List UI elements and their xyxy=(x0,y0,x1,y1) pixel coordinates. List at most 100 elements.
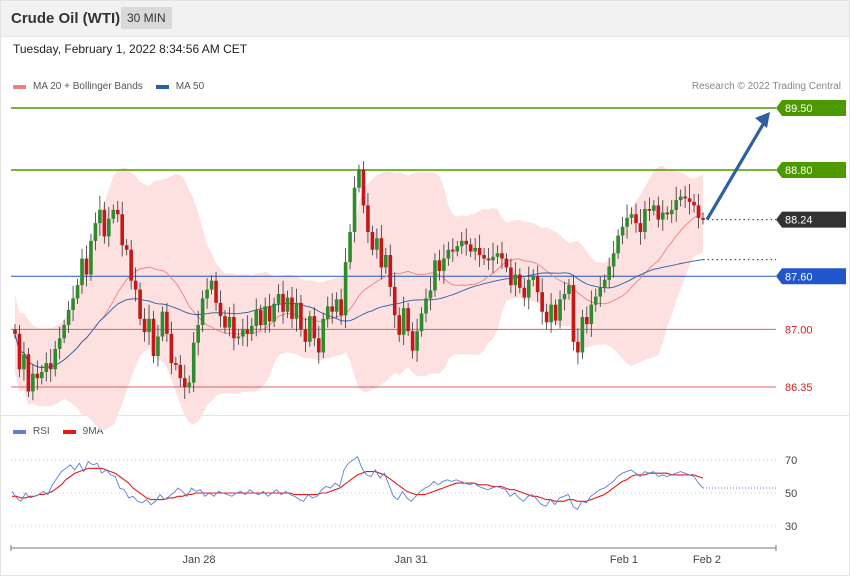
level-tag-current: 88.24 xyxy=(776,211,846,228)
candle xyxy=(330,293,334,324)
candle xyxy=(433,253,437,297)
candle xyxy=(424,288,428,323)
candle xyxy=(660,200,665,231)
candle xyxy=(75,278,80,305)
ma20-swatch xyxy=(13,84,26,89)
ma50-swatch xyxy=(155,84,169,89)
candle xyxy=(281,280,285,324)
chart-header: Crude Oil (WTI) 30 MIN xyxy=(0,0,850,37)
candle xyxy=(459,232,464,255)
candle xyxy=(553,299,558,326)
candle xyxy=(120,201,125,257)
candle xyxy=(535,265,540,302)
rsi-swatch xyxy=(13,429,26,434)
candle xyxy=(303,317,308,353)
candle xyxy=(696,193,701,229)
candle xyxy=(451,238,455,262)
candle xyxy=(504,253,509,273)
candle xyxy=(223,309,227,334)
candle xyxy=(205,278,209,309)
candle xyxy=(473,238,477,261)
interval-badge[interactable]: 30 MIN xyxy=(121,7,172,29)
candle xyxy=(352,176,357,243)
candle xyxy=(526,266,531,310)
candle xyxy=(678,189,683,207)
candle xyxy=(147,304,151,345)
candle xyxy=(392,272,397,329)
rsi-legend: RSI 9MA xyxy=(13,426,103,437)
timestamp: Tuesday, February 1, 2022 8:34:56 AM CET xyxy=(13,42,248,56)
candle xyxy=(258,304,263,330)
candle xyxy=(22,341,26,381)
candle xyxy=(44,352,49,382)
candle xyxy=(415,318,419,362)
level-label: 89.50 xyxy=(785,103,813,115)
candle xyxy=(629,207,634,225)
rsi-tick-label: 30 xyxy=(785,521,797,533)
candle xyxy=(549,293,553,333)
candle xyxy=(200,290,205,333)
rsi-line xyxy=(11,455,704,511)
rsi-tick-label: 70 xyxy=(785,455,797,467)
candle xyxy=(419,307,424,337)
candle xyxy=(647,197,652,222)
instrument-title: Crude Oil (WTI) xyxy=(11,10,121,27)
candle xyxy=(620,216,625,245)
candle xyxy=(518,268,522,294)
level-tag-resistance: 88.80 xyxy=(776,162,846,178)
candle xyxy=(643,201,647,240)
candle xyxy=(616,229,620,259)
candle xyxy=(406,302,410,336)
candle xyxy=(571,275,576,351)
forecast-arrowhead xyxy=(755,112,770,128)
candle xyxy=(625,204,629,239)
candle xyxy=(272,297,276,328)
candle xyxy=(491,242,495,274)
candle xyxy=(361,161,366,214)
candle xyxy=(375,228,379,259)
level-label: 88.80 xyxy=(785,165,813,177)
candle xyxy=(325,296,330,328)
candle xyxy=(241,318,245,347)
candle xyxy=(585,306,589,334)
candle xyxy=(522,278,527,307)
candle xyxy=(500,241,504,269)
candle xyxy=(348,224,352,270)
candle xyxy=(477,234,482,267)
candle xyxy=(321,312,326,359)
candle xyxy=(169,321,174,375)
candle xyxy=(31,363,35,401)
candle xyxy=(35,360,40,391)
candle xyxy=(701,212,705,225)
candle xyxy=(227,307,232,337)
candle xyxy=(370,225,375,256)
candle xyxy=(294,288,299,332)
bollinger-band-area xyxy=(15,165,703,431)
candle xyxy=(13,324,17,339)
candle xyxy=(687,184,692,215)
legend-9ma-label: 9MA xyxy=(82,426,104,437)
candle xyxy=(410,322,415,359)
candle xyxy=(692,193,696,213)
candle xyxy=(80,248,84,294)
candle xyxy=(576,328,580,365)
candle xyxy=(316,325,321,364)
level-label: 86.35 xyxy=(785,382,813,394)
level-label: 87.00 xyxy=(785,324,813,336)
candle xyxy=(62,319,66,344)
rsi-ma-swatch xyxy=(62,429,76,434)
candle xyxy=(187,375,192,394)
time-tick-label: Jan 28 xyxy=(182,554,215,566)
candle xyxy=(509,258,513,294)
candle xyxy=(495,245,500,264)
candle xyxy=(84,245,89,287)
candle xyxy=(558,290,562,329)
candle xyxy=(285,290,290,319)
candle xyxy=(263,297,267,333)
candle xyxy=(513,262,518,297)
legend-ma50-label: MA 50 xyxy=(175,81,205,92)
candle xyxy=(48,348,53,383)
candle xyxy=(124,239,129,256)
candle xyxy=(17,325,22,378)
candle xyxy=(160,306,165,342)
